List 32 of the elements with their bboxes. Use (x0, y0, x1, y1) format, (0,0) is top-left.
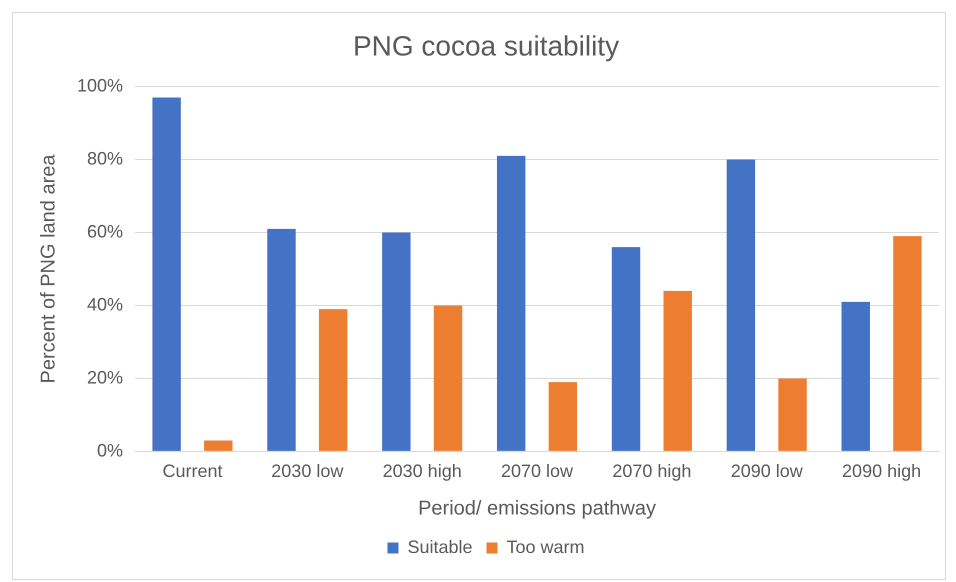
bar (204, 440, 233, 451)
bar (496, 156, 526, 451)
x-tick-label: 2030 low (271, 461, 344, 482)
bar (548, 382, 578, 451)
y-tick-label: 60% (87, 221, 124, 242)
bar (318, 309, 348, 451)
bar (893, 236, 922, 451)
y-tick-label: 40% (87, 294, 124, 314)
x-tick-label: 2090 high (842, 461, 922, 482)
x-axis-title: Period/ emissions pathway (418, 498, 656, 520)
y-tick-label: 100% (76, 76, 124, 96)
x-tick-label: 2070 low (500, 461, 574, 482)
bar (842, 302, 870, 451)
bar (434, 305, 462, 451)
x-tick-label: 2070 high (612, 461, 692, 482)
bar (267, 228, 296, 451)
y-tick-label: 0% (97, 440, 124, 460)
bar (778, 378, 807, 451)
y-axis-title: Percent of PNG land area (38, 154, 60, 384)
y-tick-label: 80% (87, 148, 124, 169)
legend-label: Too warm (506, 536, 585, 557)
bar (382, 232, 411, 451)
x-tick-label: 2090 low (730, 461, 804, 482)
bar (664, 290, 692, 451)
legend-label: Suitable (407, 536, 473, 557)
x-tick-label: 2030 high (382, 461, 462, 482)
chart-title: PNG cocoa suitability (352, 30, 620, 62)
bar (152, 98, 181, 451)
y-tick-label: 20% (87, 367, 124, 388)
bar (726, 160, 756, 451)
bar (612, 247, 640, 451)
x-tick-label: Current (162, 461, 222, 482)
